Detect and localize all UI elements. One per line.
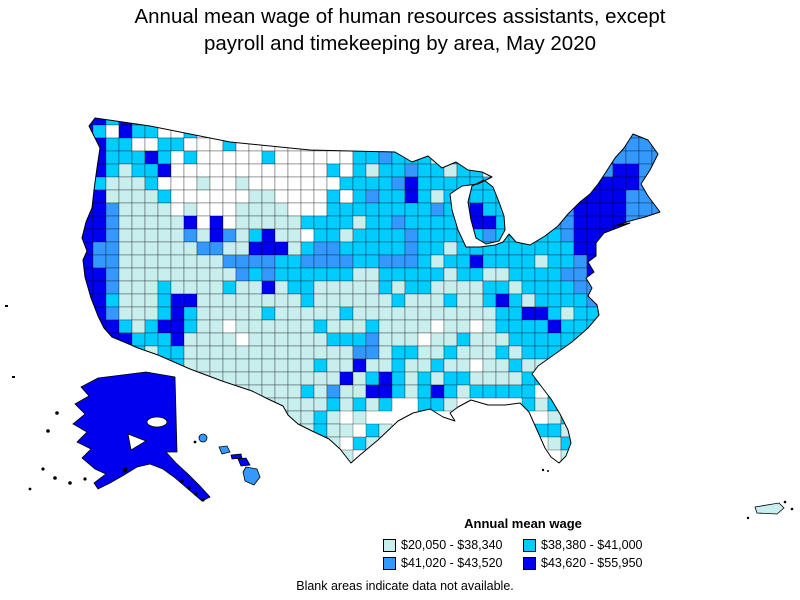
oahu-island — [218, 445, 231, 455]
islet-speck — [746, 516, 750, 520]
niihau-island — [193, 440, 197, 444]
puerto-rico-region — [746, 500, 794, 520]
legend-title: Annual mean wage — [464, 516, 582, 531]
puerto-rico-shape — [754, 502, 785, 515]
legend-item-2: $38,380 - $41,000 — [523, 538, 663, 552]
far-west-island-specks — [5, 305, 15, 378]
continental-us-outline — [81, 117, 661, 464]
footnote: Blank areas indicate data not available. — [296, 579, 514, 593]
page-title: Annual mean wage of human resources assi… — [0, 3, 800, 57]
legend-swatch-3 — [383, 556, 396, 570]
legend-item-1: $20,050 - $38,340 — [383, 538, 523, 552]
alaska-region — [28, 371, 211, 502]
legend-swatch-4 — [523, 556, 536, 570]
legend-item-3: $41,020 - $43,520 — [383, 556, 523, 570]
cook-inlet — [127, 433, 147, 451]
legend-label-4: $43,620 - $55,950 — [541, 556, 643, 570]
alaska-shape — [72, 371, 211, 502]
legend-label-1: $20,050 - $38,340 — [401, 538, 503, 552]
virgin-islands-speck — [783, 500, 787, 504]
title-line-2: payroll and timekeeping by area, May 202… — [203, 32, 596, 55]
legend: Annual mean wage $20,050 - $38,340 $38,3… — [383, 516, 663, 570]
legend-swatch-1 — [383, 538, 396, 552]
molokai-island — [230, 453, 243, 460]
hawaii-region — [193, 433, 261, 486]
legend-grid: $20,050 - $38,340 $38,380 - $41,000 $41,… — [383, 538, 663, 570]
florida-keys — [541, 468, 549, 472]
virgin-islands-speck — [790, 507, 794, 511]
maui-island — [237, 457, 251, 467]
michigan-lower-peninsula-outline — [467, 179, 506, 245]
legend-label-3: $41,020 - $43,520 — [401, 556, 503, 570]
kauai-island — [198, 433, 208, 443]
legend-label-2: $38,380 - $41,000 — [541, 538, 643, 552]
alaska-lake-hole — [146, 416, 168, 428]
big-island — [242, 466, 261, 486]
legend-swatch-2 — [523, 538, 536, 552]
alaska-panhandle-islands — [180, 479, 205, 502]
legend-item-4: $43,620 - $55,950 — [523, 556, 663, 570]
aleutian-islands — [28, 411, 128, 491]
title-line-1: Annual mean wage of human resources assi… — [134, 5, 666, 28]
